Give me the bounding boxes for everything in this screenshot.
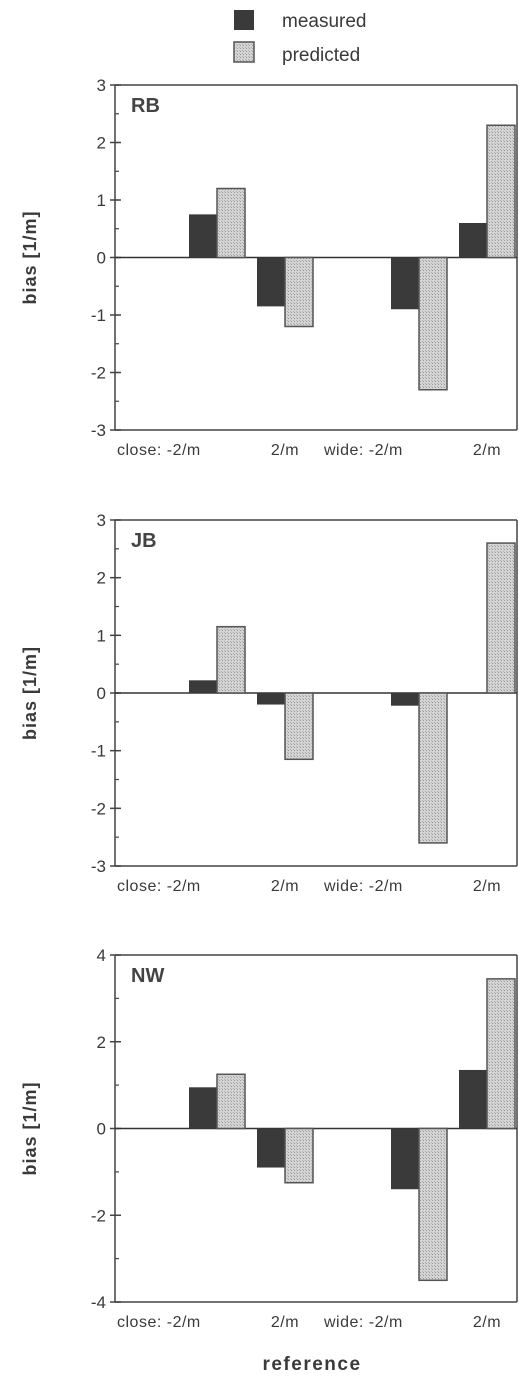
bar-predicted-3 <box>418 692 448 844</box>
y-tick-label: 2 <box>97 134 106 153</box>
y-tick-label: 0 <box>97 1120 106 1139</box>
bar-predicted-4 <box>486 124 516 259</box>
x-category-label: wide: -2/m <box>323 442 403 459</box>
bar-measured-4 <box>459 1069 487 1129</box>
bar-measured-4 <box>459 223 487 258</box>
legend-swatch-measured <box>234 10 254 30</box>
bar-measured-2 <box>257 1128 285 1168</box>
y-tick-label: 1 <box>97 191 106 210</box>
bar-predicted-2 <box>284 692 314 761</box>
y-tick-label: 0 <box>97 249 106 268</box>
x-category-label: close: -2/m <box>117 442 201 459</box>
bar-measured-1 <box>189 214 217 258</box>
x-axis-label: reference <box>262 1354 361 1375</box>
y-tick-label: -3 <box>91 421 106 440</box>
y-tick-label: 0 <box>97 684 106 703</box>
bar-predicted-1 <box>216 625 246 694</box>
y-tick-label: 1 <box>97 626 106 645</box>
bar-predicted-4 <box>486 978 516 1130</box>
legend: measured predicted <box>233 10 367 66</box>
x-category-label: close: -2/m <box>117 878 201 895</box>
y-tick-label: -4 <box>91 1293 106 1312</box>
panels: 3 2 1 0 -1 -2 -3 close: -2/m 2/m wide: -2/m 2/m RB b… <box>20 76 518 1331</box>
y-axis-label: bias [1/m] <box>20 210 40 304</box>
y-tick-label: -2 <box>91 364 106 383</box>
legend-label-measured: measured <box>282 11 367 32</box>
y-axis-label: bias [1/m] <box>20 1081 40 1175</box>
y-tick-label: -2 <box>91 799 106 818</box>
x-category-label: 2/m <box>271 442 299 459</box>
legend-swatch-predicted <box>233 41 255 63</box>
x-category-label: 2/m <box>473 878 501 895</box>
legend-label-predicted: predicted <box>282 45 360 66</box>
x-category-label: wide: -2/m <box>323 1314 403 1331</box>
panel-title: NW <box>131 965 164 987</box>
y-tick-label: -1 <box>91 306 106 325</box>
chart-panel-jb: 3 2 1 0 -1 -2 -3 close: -2/m 2/m wide: -2/m 2/m JB b… <box>20 511 518 895</box>
panel-title: RB <box>131 95 160 117</box>
bar-predicted-4 <box>486 542 516 694</box>
y-tick-label: 3 <box>97 76 106 95</box>
bar-predicted-2 <box>284 1127 314 1184</box>
x-category-label: 2/m <box>271 878 299 895</box>
y-tick-label: 2 <box>97 1033 106 1052</box>
y-tick-label: 3 <box>97 511 106 530</box>
x-category-label: 2/m <box>473 1314 501 1331</box>
bar-measured-3 <box>391 1128 419 1190</box>
bar-predicted-3 <box>418 1127 448 1282</box>
y-tick-label: -1 <box>91 742 106 761</box>
bar-measured-2 <box>257 693 285 705</box>
bar-predicted-3 <box>418 256 448 391</box>
bar-measured-2 <box>257 257 285 307</box>
y-tick-label: 2 <box>97 569 106 588</box>
bar-predicted-2 <box>284 256 314 328</box>
x-category-label: 2/m <box>473 442 501 459</box>
chart-panel-nw: 4 2 0 -2 -4 close: -2/m 2/m wide: -2/m 2/m NW bias… <box>20 946 518 1331</box>
y-tick-label: 4 <box>97 946 106 965</box>
y-axis-label: bias [1/m] <box>20 646 40 740</box>
bar-predicted-1 <box>216 1073 246 1130</box>
chart-panel-rb: 3 2 1 0 -1 -2 -3 close: -2/m 2/m wide: -2/m 2/m RB b… <box>20 76 518 459</box>
x-category-label: 2/m <box>271 1314 299 1331</box>
bar-predicted-1 <box>216 187 246 259</box>
x-category-label: close: -2/m <box>117 1314 201 1331</box>
x-category-label: wide: -2/m <box>323 878 403 895</box>
y-tick-label: -2 <box>91 1206 106 1225</box>
bar-measured-3 <box>391 257 419 310</box>
bar-measured-3 <box>391 693 419 706</box>
bar-measured-1 <box>189 680 217 693</box>
bar-measured-1 <box>189 1087 217 1129</box>
panel-title: JB <box>131 530 157 552</box>
y-tick-label: -3 <box>91 857 106 876</box>
